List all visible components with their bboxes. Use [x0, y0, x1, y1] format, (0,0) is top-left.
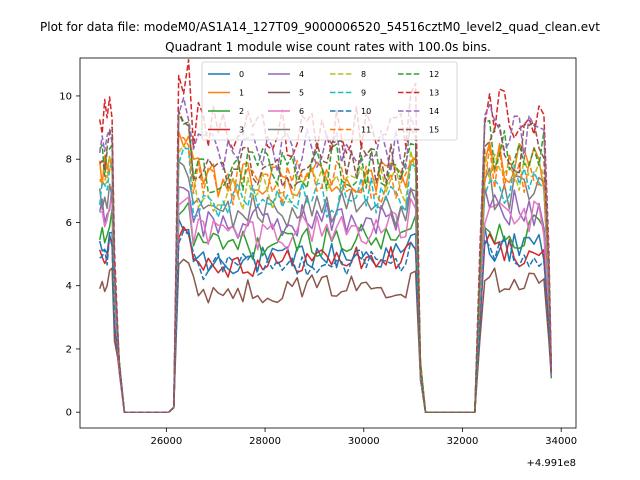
legend-label-0: 0 [239, 70, 244, 79]
series-line-15 [99, 110, 553, 413]
x-tick-label: 32000 [447, 436, 479, 447]
legend-label-3: 3 [239, 126, 244, 135]
legend-label-9: 9 [361, 89, 366, 98]
legend-label-12: 12 [429, 70, 439, 79]
legend-label-10: 10 [361, 107, 371, 116]
figure-suptitle: Plot for data file: modeM0/AS1A14_127T09… [40, 20, 600, 34]
y-tick-label: 4 [66, 281, 72, 292]
legend-label-5: 5 [299, 89, 304, 98]
series-line-9 [98, 147, 553, 413]
series-line-12 [99, 111, 553, 413]
legend-label-14: 14 [429, 107, 439, 116]
chart-title: Quadrant 1 module wise count rates with … [165, 40, 491, 54]
x-tick-label: 28000 [249, 436, 281, 447]
series-line-0 [98, 218, 553, 413]
series-layer [98, 59, 553, 413]
series-line-7 [98, 160, 553, 413]
y-tick-label: 10 [59, 91, 72, 102]
legend-box [201, 61, 458, 141]
x-tick-label: 34000 [545, 436, 577, 447]
y-tick-label: 6 [66, 218, 72, 229]
legend-label-11: 11 [361, 126, 371, 135]
plot-frame [79, 57, 577, 429]
x-offset-label: +4.991e8 [526, 458, 576, 469]
series-line-5 [98, 258, 553, 413]
legend-label-15: 15 [429, 126, 439, 135]
legend-label-7: 7 [299, 126, 304, 135]
legend-label-6: 6 [299, 107, 304, 116]
legend-label-4: 4 [299, 70, 304, 79]
series-line-1 [98, 130, 553, 413]
axis-ticks: 26000 28000 30000 32000 34000 0 2 4 6 8 10 [59, 91, 577, 447]
series-line-11 [99, 136, 553, 413]
y-tick-label: 2 [66, 344, 72, 355]
legend-label-1: 1 [239, 89, 244, 98]
legend-label-8: 8 [361, 70, 366, 79]
series-line-10 [99, 230, 553, 413]
series-line-13 [98, 59, 553, 413]
y-tick-label: 0 [66, 408, 72, 419]
legend-label-2: 2 [239, 107, 244, 116]
series-line-6 [99, 196, 553, 413]
legend-label-13: 13 [429, 89, 439, 98]
x-tick-label: 26000 [150, 436, 182, 447]
series-line-14 [98, 97, 553, 413]
y-tick-label: 8 [66, 155, 72, 166]
x-tick-label: 30000 [348, 436, 380, 447]
